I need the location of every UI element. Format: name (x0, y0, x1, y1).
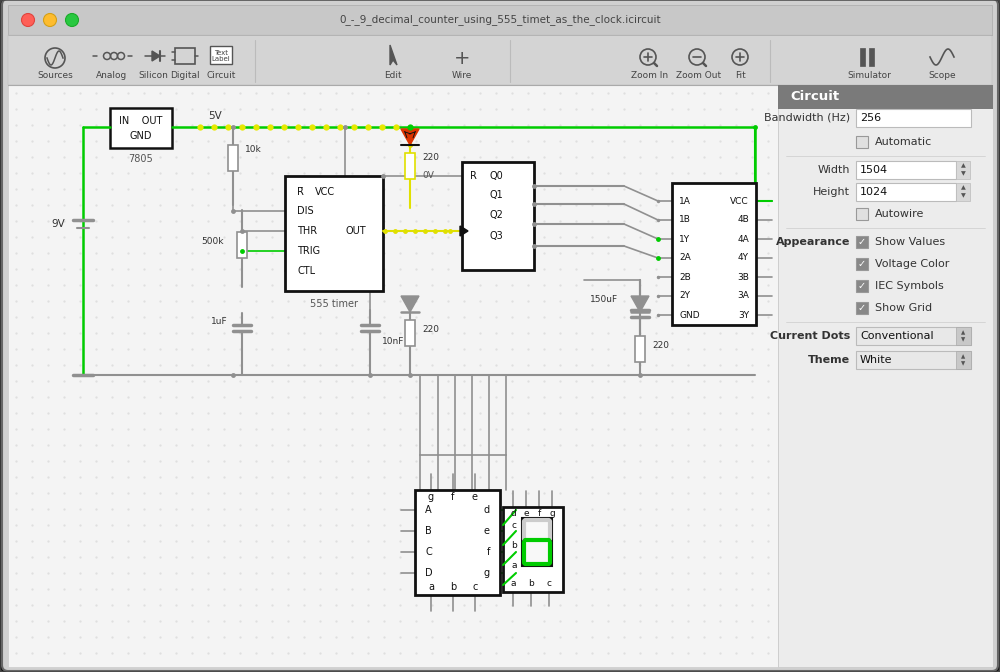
Bar (856, 109, 971, 127)
Bar (778, 85, 993, 109)
Text: b: b (511, 540, 517, 550)
Text: D: D (425, 568, 433, 578)
Text: Q0: Q0 (490, 171, 504, 181)
Text: 3A: 3A (737, 292, 749, 300)
Text: B: B (425, 526, 432, 536)
Text: 2A: 2A (679, 253, 691, 263)
Text: ✓: ✓ (858, 237, 866, 247)
Bar (405, 320, 415, 346)
Text: Width: Width (818, 165, 850, 175)
Text: 10nF: 10nF (382, 337, 404, 347)
Text: ▼: ▼ (961, 337, 965, 343)
Text: GND: GND (679, 310, 700, 319)
Text: ✓: ✓ (858, 281, 866, 291)
Polygon shape (152, 51, 160, 61)
Bar (856, 183, 956, 201)
Text: Q1: Q1 (490, 190, 504, 200)
Bar (285, 176, 383, 291)
Text: 5V: 5V (208, 111, 222, 121)
Text: ✓: ✓ (858, 303, 866, 313)
Text: g: g (549, 509, 555, 519)
Bar (856, 208, 868, 220)
Text: DIS: DIS (297, 206, 314, 216)
Text: c: c (472, 582, 478, 592)
Text: d: d (484, 505, 490, 515)
Bar (869, 48, 874, 66)
Text: a: a (510, 579, 516, 589)
Text: 3B: 3B (737, 273, 749, 282)
Text: Fit: Fit (735, 71, 745, 81)
Text: R̄: R̄ (297, 187, 304, 197)
Text: Analog: Analog (96, 71, 128, 81)
Bar (405, 153, 415, 179)
Text: 1024: 1024 (860, 187, 888, 197)
Text: Simulator: Simulator (847, 71, 891, 81)
Bar (228, 145, 238, 171)
Text: 220: 220 (652, 341, 669, 351)
Bar (210, 46, 232, 64)
Bar (856, 161, 956, 179)
Text: OUT: OUT (345, 226, 366, 236)
Text: e: e (484, 526, 490, 536)
Bar (462, 162, 534, 270)
Text: R: R (470, 171, 477, 181)
Bar (522, 518, 552, 566)
Text: GND: GND (130, 131, 152, 141)
Text: f: f (451, 492, 455, 502)
Text: Bandwidth (Hz): Bandwidth (Hz) (764, 113, 850, 123)
Text: 2B: 2B (679, 273, 691, 282)
Text: b: b (528, 579, 534, 589)
Bar (672, 183, 756, 325)
Text: c: c (511, 521, 516, 530)
Text: 1504: 1504 (860, 165, 888, 175)
Bar (856, 258, 868, 270)
Text: White: White (860, 355, 893, 365)
Text: Zoom In: Zoom In (631, 71, 669, 81)
Text: b: b (450, 582, 456, 592)
Text: a: a (428, 582, 434, 592)
Text: ▼: ▼ (961, 194, 965, 198)
Text: Q3: Q3 (490, 231, 504, 241)
Text: Label: Label (212, 56, 230, 62)
Bar (237, 232, 247, 258)
Text: e: e (472, 492, 478, 502)
Bar (956, 327, 971, 345)
Text: Show Grid: Show Grid (875, 303, 932, 313)
Text: +: + (454, 48, 470, 67)
Text: Zoom Out: Zoom Out (676, 71, 722, 81)
Bar (856, 236, 868, 248)
Text: 220: 220 (422, 153, 439, 163)
Bar (415, 490, 500, 595)
Text: TRIG: TRIG (297, 246, 320, 256)
Text: e: e (523, 509, 529, 519)
Circle shape (44, 13, 56, 26)
Polygon shape (631, 296, 649, 312)
Polygon shape (401, 129, 419, 145)
Polygon shape (390, 45, 397, 65)
Text: Q2: Q2 (490, 210, 504, 220)
Bar (956, 351, 971, 369)
Bar (856, 327, 971, 345)
Text: Scope: Scope (928, 71, 956, 81)
Text: ▲: ▲ (961, 163, 965, 169)
Bar (175, 48, 195, 64)
Text: 3Y: 3Y (738, 310, 749, 319)
Bar (860, 48, 865, 66)
Text: 256: 256 (860, 113, 881, 123)
Text: Edit: Edit (384, 71, 402, 81)
Text: Automatic: Automatic (875, 137, 932, 147)
Circle shape (66, 13, 78, 26)
Text: IN    OUT: IN OUT (119, 116, 163, 126)
Text: Circuit: Circuit (790, 91, 839, 103)
Bar (635, 336, 645, 362)
Text: A: A (425, 505, 432, 515)
Text: c: c (546, 579, 552, 589)
Text: 4A: 4A (737, 235, 749, 243)
Bar (856, 280, 868, 292)
Bar (110, 108, 172, 148)
Text: VCC: VCC (315, 187, 335, 197)
Text: Height: Height (813, 187, 850, 197)
Text: 10k: 10k (245, 146, 262, 155)
Bar (503, 507, 563, 592)
